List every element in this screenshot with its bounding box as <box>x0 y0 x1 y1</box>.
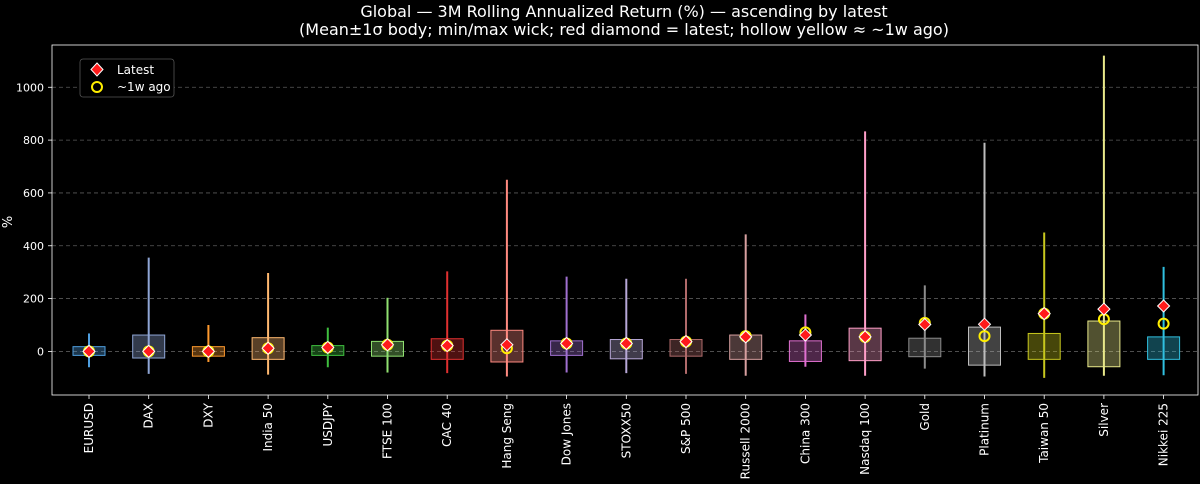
body-china-300 <box>788 340 822 362</box>
x-tick-label: Gold <box>918 403 932 431</box>
y-ticks: 0 200 400 600 800 1000 <box>16 81 52 358</box>
series-stoxx50 <box>609 278 643 374</box>
legend-box <box>79 58 175 98</box>
series-usdjpy <box>311 327 345 368</box>
latest-marker-gold <box>918 317 932 332</box>
latest-marker-nasdaq-100 <box>858 330 872 344</box>
plot-frame <box>51 44 1199 396</box>
body-platinum <box>968 326 1001 366</box>
gridlines <box>52 86 1198 352</box>
series-nasdaq-100 <box>848 131 882 376</box>
chart-marks <box>72 55 1181 378</box>
x-tick-label: S&P 500 <box>679 403 693 454</box>
series-russell-2000 <box>729 234 763 376</box>
x-tick-label: Nasdaq 100 <box>858 403 872 475</box>
body-silver <box>1087 320 1121 368</box>
latest-marker-cac-40 <box>440 338 454 353</box>
y-tick-label: 1000 <box>16 81 44 94</box>
x-tick-label: Platinum <box>978 403 992 456</box>
series-platinum <box>968 142 1001 377</box>
x-tick-label: CAC 40 <box>440 403 454 447</box>
x-tick-label: EURUSD <box>82 403 96 453</box>
series-ftse-100 <box>371 297 404 373</box>
series-india-50 <box>251 272 285 375</box>
latest-marker-dow-jones <box>559 336 574 351</box>
chart-subtitle: (Mean±1σ body; min/max wick; red diamond… <box>299 20 949 39</box>
x-tick-label: India 50 <box>261 403 275 452</box>
latest-marker-taiwan-50 <box>1037 306 1051 321</box>
x-tick-label: Silver <box>1097 403 1111 437</box>
x-tick-label: Dow Jones <box>560 403 574 465</box>
series-eurusd <box>72 333 106 368</box>
series-hang-seng <box>490 179 524 377</box>
x-tick-label: STOXX50 <box>619 403 633 458</box>
latest-marker-china-300 <box>798 328 813 342</box>
body-nikkei-225 <box>1147 336 1181 360</box>
latest-marker-india-50 <box>261 341 275 355</box>
latest-marker-platinum <box>977 317 992 331</box>
y-axis-label: % <box>1 216 16 228</box>
x-tick-label: China 300 <box>798 403 812 464</box>
x-tick-label: DXY <box>201 402 215 427</box>
x-tick-label: Taiwan 50 <box>1037 403 1051 464</box>
y-tick-label: 800 <box>23 134 44 147</box>
series-cac-40 <box>430 271 464 374</box>
y-tick-label: 0 <box>37 345 44 358</box>
x-tick-label: Hang Seng <box>500 403 514 469</box>
body-gold <box>908 337 942 358</box>
legend-latest-marker <box>90 62 104 77</box>
latest-marker-hang-seng <box>500 338 514 352</box>
week-ago-marker-platinum <box>978 330 991 343</box>
x-ticks: EURUSD DAX DXY India 50 USDJPY FTSE 100 CAC 40… <box>82 395 1171 479</box>
latest-marker-russell-2000 <box>738 330 753 344</box>
series-china-300 <box>788 314 822 367</box>
x-tick-label: DAX <box>142 403 156 428</box>
x-tick-label: Nikkei 225 <box>1157 403 1171 466</box>
latest-marker-s-p-500 <box>679 334 693 349</box>
series-s-p-500 <box>669 278 703 374</box>
latest-marker-dxy <box>201 344 216 359</box>
legend-latest-label: Latest <box>117 63 154 77</box>
latest-marker-ftse-100 <box>380 338 395 352</box>
y-tick-label: 400 <box>23 240 44 253</box>
latest-marker-eurusd <box>82 344 96 359</box>
latest-marker-stoxx50 <box>619 336 634 351</box>
series-nikkei-225 <box>1147 266 1181 376</box>
latest-marker-dax <box>141 344 156 359</box>
legend: Latest ~1w ago <box>79 58 175 98</box>
x-tick-label: FTSE 100 <box>381 403 395 459</box>
chart-title: Global — 3M Rolling Annualized Return (%… <box>360 2 887 21</box>
legend-week-ago-marker <box>91 81 103 93</box>
latest-marker-silver <box>1097 302 1111 316</box>
legend-week-ago-label: ~1w ago <box>117 80 171 94</box>
series-silver <box>1087 55 1121 376</box>
x-tick-label: USDJPY <box>321 402 335 446</box>
x-tick-label: Russell 2000 <box>739 403 753 479</box>
body-taiwan-50 <box>1027 332 1061 360</box>
latest-marker-nikkei-225 <box>1156 299 1171 313</box>
series-gold <box>908 285 942 369</box>
y-tick-label: 200 <box>23 293 44 306</box>
series-taiwan-50 <box>1027 232 1061 378</box>
y-tick-label: 600 <box>23 187 44 200</box>
series-dxy <box>191 325 225 362</box>
series-dow-jones <box>550 276 584 373</box>
latest-marker-usdjpy <box>321 340 335 355</box>
week-ago-marker-nikkei-225 <box>1157 317 1170 330</box>
series-dax <box>132 257 166 374</box>
